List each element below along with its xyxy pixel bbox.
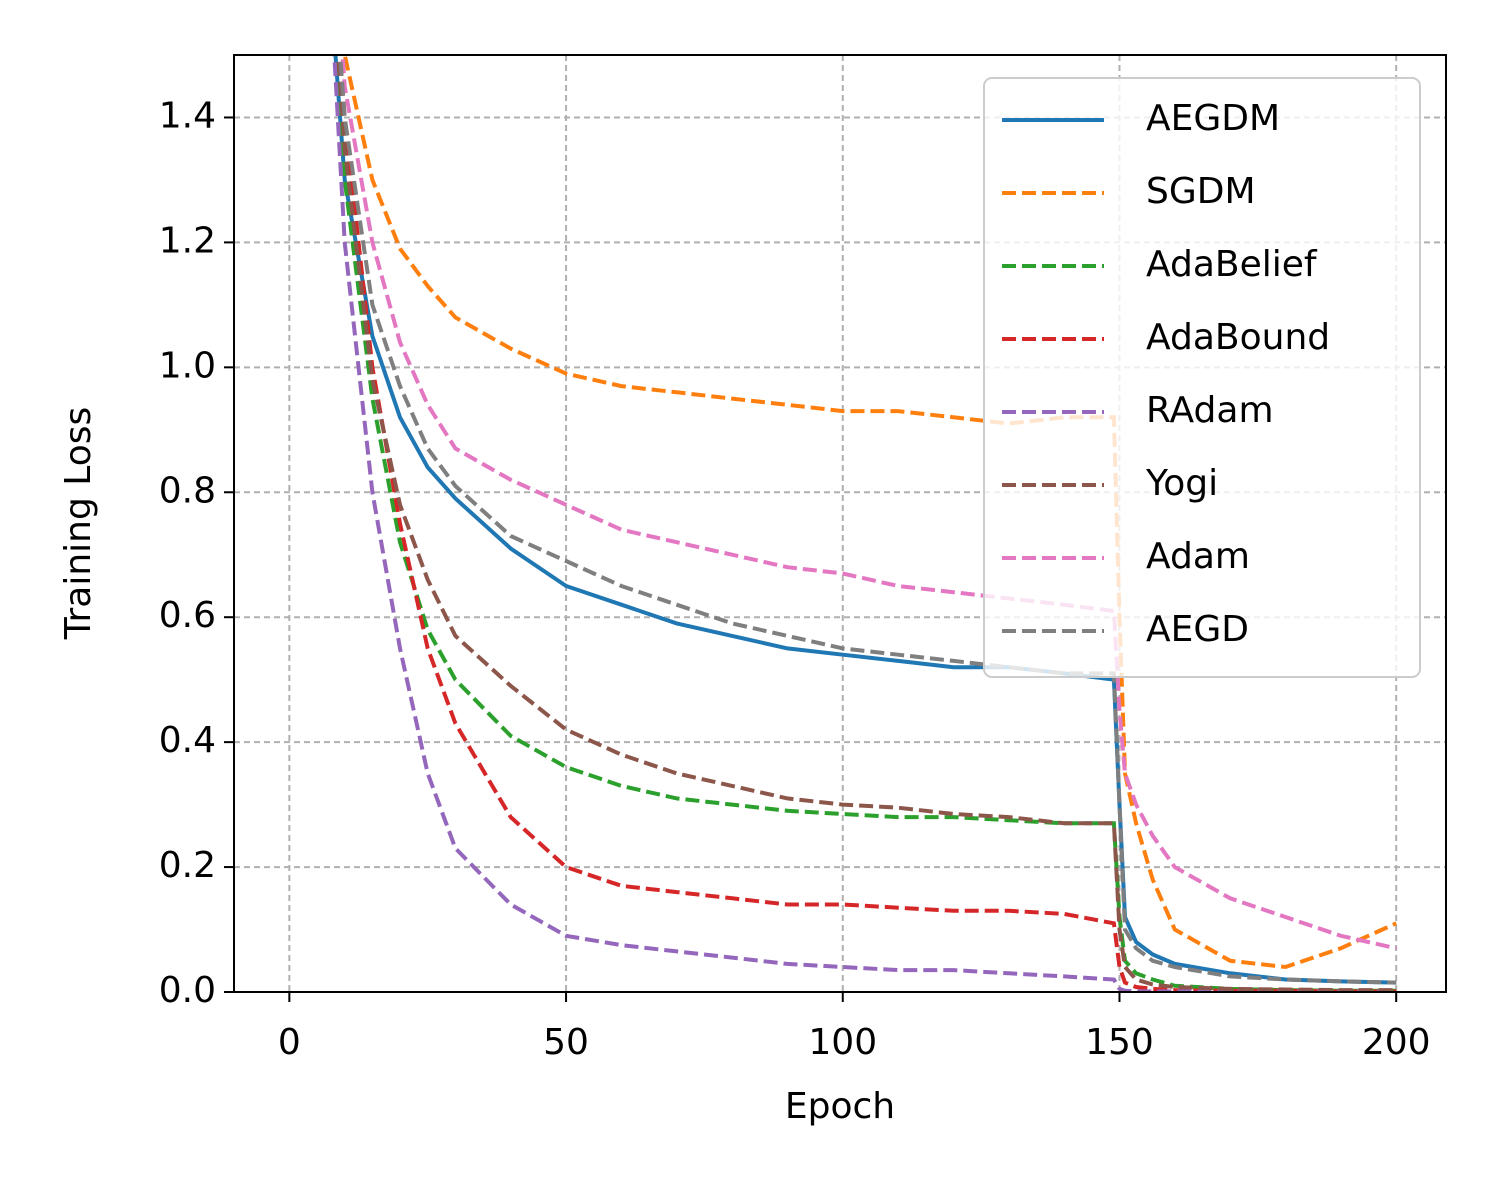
series-line	[334, 55, 1397, 992]
series-line	[342, 55, 1398, 970]
legend-label: AEGDM	[1146, 98, 1280, 139]
legend-label: AdaBelief	[1146, 244, 1318, 285]
y-tick-label: 1.2	[159, 220, 216, 261]
y-tick-label: 1.4	[159, 95, 216, 136]
y-tick-label: 0.4	[159, 720, 216, 761]
legend-label: SGDM	[1146, 171, 1256, 212]
legend-label: RAdam	[1146, 390, 1274, 431]
y-axis-label: Training Loss	[58, 407, 99, 640]
y-tick-label: 0.0	[159, 970, 216, 1011]
x-tick-label: 150	[1085, 1022, 1154, 1063]
series-line	[336, 55, 1397, 992]
plot-frame	[233, 54, 1447, 993]
legend-label: AEGD	[1146, 609, 1249, 650]
legend-label: Adam	[1146, 536, 1250, 577]
series-line	[340, 55, 1397, 951]
y-tick-label: 0.8	[159, 470, 216, 511]
y-tick-label: 0.6	[159, 595, 216, 636]
y-tick-label: 0.2	[159, 845, 216, 886]
x-tick-label: 200	[1362, 1022, 1431, 1063]
series-line	[338, 55, 1397, 992]
x-axis-label: Epoch	[785, 1086, 895, 1127]
legend-label: Yogi	[1145, 463, 1218, 504]
y-tick-label: 1.0	[159, 345, 216, 386]
x-tick-label: 50	[543, 1022, 589, 1063]
series-line	[333, 55, 1397, 985]
legend-box	[983, 77, 1421, 678]
x-tick-label: 100	[808, 1022, 877, 1063]
legend-label: AdaBound	[1146, 317, 1330, 358]
x-tick-label: 0	[278, 1022, 301, 1063]
series-line	[338, 55, 1397, 985]
